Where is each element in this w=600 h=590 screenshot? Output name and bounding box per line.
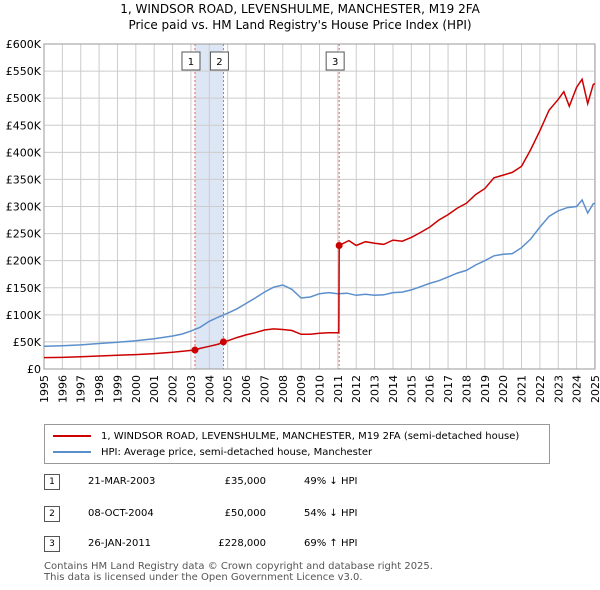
sale-row: 1 21-MAR-2003 £35,000 49% ↓ HPI <box>44 474 424 494</box>
x-tick-label: 2003 <box>185 375 198 403</box>
sale-date: 08-OCT-2004 <box>88 508 154 519</box>
price-chart: 1 2 3 £0 £50K £100K £150K £200K £250K £300K £350K £… <box>6 38 600 403</box>
x-tick-label: 1999 <box>111 375 124 403</box>
y-tick-label: £100K <box>6 309 42 322</box>
legend-item-hpi: HPI: Average price, semi-detached house,… <box>53 445 372 459</box>
x-tick-label: 2013 <box>369 375 382 403</box>
x-tick-label: 2007 <box>258 375 271 403</box>
y-tick-label: £150K <box>6 282 42 295</box>
legend-item-property: 1, WINDSOR ROAD, LEVENSHULME, MANCHESTER… <box>53 429 519 443</box>
x-tick-label: 2008 <box>277 375 290 403</box>
sale-number-label: 1 <box>188 57 194 68</box>
x-tick-label: 2023 <box>552 375 565 403</box>
x-tick-label: 2004 <box>203 375 216 403</box>
footer: Contains HM Land Registry data © Crown c… <box>44 561 433 583</box>
footer-licence: This data is licensed under the Open Gov… <box>44 572 363 583</box>
x-tick-label: 2017 <box>442 375 455 403</box>
sale-badge: 2 <box>44 506 60 522</box>
legend-label-property: 1, WINDSOR ROAD, LEVENSHULME, MANCHESTER… <box>101 430 520 442</box>
sale-number-box <box>325 51 345 71</box>
legend: 1, WINDSOR ROAD, LEVENSHULME, MANCHESTER… <box>44 424 550 464</box>
x-tick-label: 2018 <box>460 375 473 403</box>
sale-price: £35,000 <box>224 476 266 487</box>
x-tick-label: 1998 <box>93 375 106 403</box>
x-tick-label: 2010 <box>314 375 327 403</box>
footer-copyright: Contains HM Land Registry data © Crown c… <box>44 561 433 572</box>
sale-number-label: 2 <box>216 57 222 68</box>
sale-hpi-compare: 54% ↓ HPI <box>304 508 358 519</box>
sale-badge: 3 <box>44 536 60 552</box>
y-tick-label: £600K <box>6 38 42 51</box>
y-tick-label: £450K <box>6 119 42 132</box>
y-tick-label: £200K <box>6 255 42 268</box>
y-tick-label: £350K <box>6 173 42 186</box>
x-tick-label: 2014 <box>387 375 400 403</box>
sale-number-box <box>209 51 229 71</box>
x-tick-label: 2016 <box>424 375 437 403</box>
x-tick-label: 2021 <box>516 375 529 403</box>
sale-row: 2 08-OCT-2004 £50,000 54% ↓ HPI <box>44 506 424 526</box>
sale-row: 3 26-JAN-2011 £228,000 69% ↑ HPI <box>44 536 424 556</box>
y-tick-label: £0 <box>27 363 41 376</box>
sale-hpi-compare: 69% ↑ HPI <box>304 538 358 549</box>
x-tick-label: 2011 <box>332 375 345 403</box>
plot-frame <box>43 43 596 370</box>
x-tick-label: 1995 <box>38 375 51 403</box>
sale-badge: 1 <box>44 474 60 490</box>
y-tick-label: £400K <box>6 146 42 159</box>
sale-price: £50,000 <box>224 508 266 519</box>
x-tick-label: 2019 <box>479 375 492 403</box>
sale-date: 21-MAR-2003 <box>88 476 156 487</box>
y-tick-label: £300K <box>6 201 42 214</box>
sale-number-box <box>181 51 201 71</box>
y-tick-label: £250K <box>6 228 42 241</box>
sale-price: £228,000 <box>218 538 266 549</box>
x-tick-label: 2002 <box>167 375 180 403</box>
x-tick-label: 2000 <box>130 375 143 403</box>
x-tick-label: 2001 <box>148 375 161 403</box>
chart-title-line1: 1, WINDSOR ROAD, LEVENSHULME, MANCHESTER… <box>120 2 480 16</box>
legend-swatch-property <box>53 435 91 437</box>
x-tick-label: 1996 <box>56 375 69 403</box>
x-tick-label: 2020 <box>497 375 510 403</box>
y-tick-label: £550K <box>6 65 42 78</box>
y-tick-label: £500K <box>6 92 42 105</box>
legend-label-hpi: HPI: Average price, semi-detached house,… <box>101 446 373 458</box>
x-tick-label: 2006 <box>240 375 253 403</box>
x-tick-label: 2012 <box>350 375 363 403</box>
hpi-series-line <box>43 198 596 348</box>
x-tick-label: 1997 <box>75 375 88 403</box>
x-tick-label: 2022 <box>534 375 547 403</box>
sale-point <box>219 338 227 346</box>
x-tick-label: 2025 <box>589 375 600 403</box>
sale-hpi-compare: 49% ↓ HPI <box>304 476 358 487</box>
x-tick-label: 2005 <box>222 375 235 403</box>
sale-number-label: 3 <box>332 57 338 68</box>
x-tick-label: 2009 <box>295 375 308 403</box>
property-series-line <box>43 77 596 359</box>
sale-date: 26-JAN-2011 <box>88 538 152 549</box>
sale-point <box>191 346 199 354</box>
sale-point <box>335 242 343 249</box>
y-tick-label: £50K <box>13 336 42 349</box>
legend-swatch-hpi <box>53 451 91 453</box>
chart-title-line2: Price paid vs. HM Land Registry's House … <box>128 18 472 32</box>
x-tick-label: 2024 <box>571 375 584 403</box>
x-tick-label: 2015 <box>405 375 418 403</box>
